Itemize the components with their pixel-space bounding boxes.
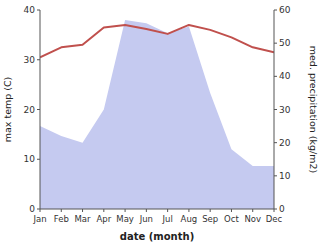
x-tick-label: Oct [224,214,239,224]
x-tick-label: Mar [75,214,92,224]
x-tick [210,209,211,212]
x-tick-label: Jun [139,214,153,224]
y2-tick-label: 30 [279,105,291,115]
x-tick-label: Nov [244,214,261,224]
x-tick [103,209,104,212]
x-tick-label: Jan [32,214,46,224]
x-tick [167,209,168,212]
y-tick [37,59,40,60]
x-tick [125,209,126,212]
y2-tick [274,10,277,11]
x-tick [188,209,189,212]
y2-tick [274,142,277,143]
y2-tick-label: 10 [279,171,291,181]
area [40,20,274,209]
x-tick-label: Aug [181,214,198,224]
x-tick-label: Feb [54,214,69,224]
chart: JanFebMarAprMayJunJulAugSepOctNovDec0102… [0,0,318,247]
x-tick [146,209,147,212]
y-tick [37,209,40,210]
y-tick-label: 10 [24,154,36,164]
x-tick-label: May [116,214,134,224]
y2-tick [274,76,277,77]
x-tick [231,209,232,212]
x-tick-label: Apr [96,214,111,224]
y2-axis-label: med. precipitation (kg/m2) [308,46,318,173]
y2-tick [274,209,277,210]
y-tick-label: 20 [24,105,36,115]
y2-tick-label: 40 [279,71,291,81]
x-axis-line [40,209,274,210]
x-tick-label: Jul [162,214,173,224]
y2-tick [274,43,277,44]
plot-area [40,20,274,209]
x-tick-label: Dec [266,214,283,224]
y2-tick-label: 50 [279,38,291,48]
y2-tick-label: 0 [279,204,285,214]
x-tick [82,209,83,212]
y2-tick-label: 20 [279,138,291,148]
y-tick [37,10,40,11]
y-axis-label: max temp (C) [2,77,13,143]
y2-tick-label: 60 [279,5,291,15]
y-tick [37,159,40,160]
y-tick [37,109,40,110]
x-tick [252,209,253,212]
line [40,25,274,57]
y2-tick [274,109,277,110]
x-tick [61,209,62,212]
y2-tick [274,175,277,176]
y-tick-label: 0 [29,204,35,214]
y-tick-label: 30 [24,55,36,65]
x-tick-label: Sep [202,214,218,224]
x-axis-label: date (month) [120,231,194,242]
y-tick-label: 40 [24,5,36,15]
